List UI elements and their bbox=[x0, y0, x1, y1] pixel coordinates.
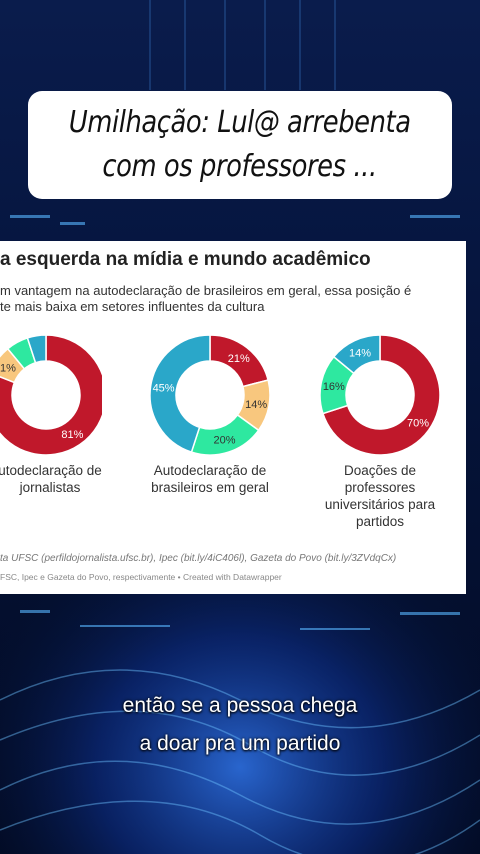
donut-2-slice-label-2: 14% bbox=[349, 347, 371, 359]
donut-1-slice-label-3: 45% bbox=[153, 383, 175, 395]
chart-subtitle-line-1: m vantagem na autodeclaração de brasilei… bbox=[0, 283, 412, 298]
chart-card: a esquerda na mídia e mundo acadêmico m … bbox=[0, 241, 466, 594]
chart-title: a esquerda na mídia e mundo acadêmico bbox=[0, 249, 371, 270]
donut-2-label-line-0: Doações de bbox=[343, 463, 417, 478]
chart-subtitle: m vantagem na autodeclaração de brasilei… bbox=[0, 283, 411, 315]
donut-1-slice-label-0: 21% bbox=[228, 353, 250, 365]
donut-label-journalists: utodeclaração de jornalistas bbox=[0, 462, 110, 496]
video-subtitle-line-2: a doar pra um partido bbox=[139, 732, 341, 755]
donut-label-professors-donations: Doações de professores universitários para… bbox=[300, 462, 460, 530]
overlay-title-line-2: com os professores ... bbox=[102, 149, 378, 184]
overlay-title-line-1: Umilhação: Lul@ arrebenta bbox=[69, 105, 411, 140]
donut-0-slice-0 bbox=[0, 334, 102, 456]
overlay-title-box: Umilhação: Lul@ arrebenta com os profess… bbox=[28, 91, 452, 199]
donut-2-slice-2 bbox=[332, 334, 381, 375]
video-subtitle-line-1: então se a pessoa chega bbox=[122, 694, 358, 717]
donut-chart-journalists: 81% 1% bbox=[0, 334, 102, 456]
donut-0-label-line-0: utodeclaração de bbox=[0, 463, 102, 478]
donut-1-label-line-1: brasileiros em geral bbox=[151, 480, 269, 495]
donut-1-label-line-0: Autodeclaração de bbox=[153, 463, 267, 478]
chart-source: ta UFSC (perfildojornalista.ufsc.br), Ip… bbox=[0, 553, 397, 564]
donut-2-label-line-3: partidos bbox=[355, 514, 405, 529]
donut-1-slice-3 bbox=[149, 334, 211, 454]
donut-2-label-line-2: universitários para bbox=[324, 497, 436, 512]
donut-0-slice-label-1: 1% bbox=[0, 362, 16, 374]
donut-0-slice-label-0: 81% bbox=[61, 429, 83, 441]
donut-2-slice-label-1: 16% bbox=[323, 381, 345, 393]
chart-subtitle-line-2: te mais baixa em setores influentes da c… bbox=[0, 299, 265, 314]
donut-chart-professors-donations: 70% 16% 14% bbox=[319, 334, 441, 456]
donut-0-label-line-1: jornalistas bbox=[19, 480, 81, 495]
donut-2-slice-0 bbox=[321, 334, 441, 456]
donut-chart-general-population: 21% 14% 20% 45% bbox=[149, 334, 271, 456]
donut-2-slice-label-0: 70% bbox=[407, 418, 429, 430]
donut-2-label-line-1: professores bbox=[344, 480, 416, 495]
donut-1-slice-label-1: 14% bbox=[245, 399, 267, 411]
chart-credit: FSC, Ipec e Gazeta do Povo, respectivame… bbox=[0, 572, 282, 582]
donut-0-slice-3 bbox=[26, 334, 47, 364]
donut-1-slice-label-2: 20% bbox=[214, 435, 236, 447]
donut-label-general-population: Autodeclaração de brasileiros em geral bbox=[140, 462, 280, 496]
